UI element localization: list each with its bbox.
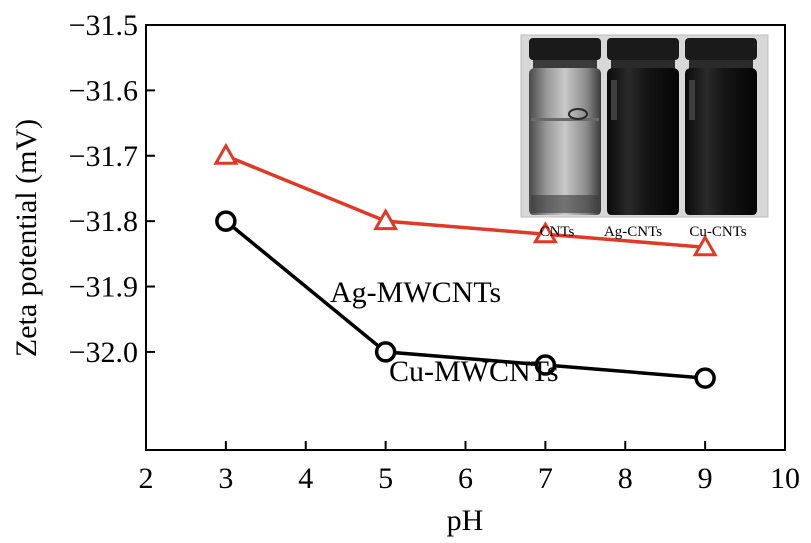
- inset-label-ag-cnts: Ag-CNTs: [604, 224, 662, 240]
- data-point-circle: [694, 367, 716, 389]
- x-tick-label: 4: [298, 462, 313, 495]
- x-tick-label: 3: [218, 462, 233, 495]
- data-point-circle: [374, 341, 397, 363]
- x-tick-label: 7: [538, 462, 553, 495]
- series-line-cu-mwcnts: [224, 219, 706, 380]
- data-point-triangle: [373, 208, 399, 231]
- vial-ag-cnts: [607, 38, 679, 215]
- vial-cu-cnts: [685, 38, 757, 215]
- y-tick-label: −31.8: [69, 205, 138, 238]
- data-point-circle: [534, 354, 557, 376]
- data-point-triangle: [213, 142, 239, 165]
- vial-cnts: [529, 38, 601, 215]
- y-axis-ticks: −31.5 −31.6 −31.7 −31.8 −31.9 −32.0: [69, 9, 155, 369]
- x-axis-ticks: 2 3 4 5 6 7 8 9 10: [139, 441, 800, 495]
- x-tick-label: 8: [618, 462, 633, 495]
- inset-label-cnts: CNTs: [540, 224, 575, 240]
- x-tick-label: 10: [770, 462, 800, 495]
- series-layer: [213, 142, 718, 389]
- x-axis-title: pH: [447, 504, 484, 537]
- y-tick-label: −31.6: [69, 74, 138, 107]
- data-point-triangle: [692, 234, 718, 257]
- x-tick-label: 9: [698, 462, 713, 495]
- data-point-circle: [215, 210, 237, 232]
- series-label-ag: Ag-MWCNTs: [330, 276, 501, 309]
- inset-photo: [520, 34, 769, 218]
- x-tick-label: 6: [458, 462, 473, 495]
- y-tick-label: −31.9: [69, 271, 138, 304]
- y-tick-label: −31.5: [69, 9, 138, 42]
- series-label-cu: Cu-MWCNTs: [389, 355, 559, 388]
- inset-label-cu-cnts: Cu-CNTs: [689, 224, 746, 240]
- x-tick-label: 5: [378, 462, 393, 495]
- y-axis-title: Zeta potential (mV): [10, 119, 43, 357]
- x-tick-label: 2: [139, 462, 154, 495]
- y-tick-label: −31.7: [69, 140, 138, 173]
- series-line-ag-mwcnts: [225, 154, 706, 250]
- y-tick-label: −32.0: [69, 336, 138, 369]
- data-point-triangle: [532, 221, 558, 244]
